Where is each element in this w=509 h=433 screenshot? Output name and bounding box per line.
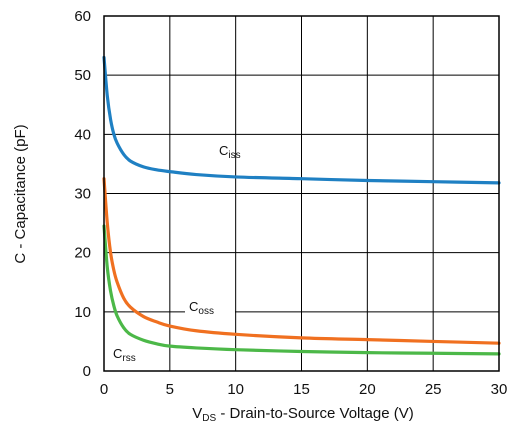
series-group — [102, 55, 501, 356]
y-axis-title: C - Capacitance (pF) — [12, 124, 29, 263]
curve-labels: Ciss Coss Crss — [113, 143, 241, 364]
tick-labels: 0 5 10 15 20 25 30 0 10 20 30 40 50 60 — [74, 8, 507, 398]
x-axis-title: VDS - Drain-to-Source Voltage (V) — [192, 405, 414, 424]
y-tick-label: 60 — [74, 8, 91, 25]
plot-border — [103, 15, 500, 372]
y-tick-label: 0 — [83, 363, 91, 380]
x-axis-title-sub: DS — [202, 413, 216, 424]
y-tick-label: 20 — [74, 245, 91, 262]
x-tick-label: 25 — [425, 381, 442, 398]
y-tick-label: 40 — [74, 126, 91, 143]
y-tick-label: 30 — [74, 186, 91, 203]
series-label-coss: Coss — [189, 299, 214, 317]
series-label-ciss: Ciss — [219, 143, 241, 161]
series-line-crss — [102, 224, 501, 356]
y-tick-label: 50 — [74, 67, 91, 84]
y-tick-label: 10 — [74, 304, 91, 321]
x-axis-title-prefix: V — [192, 405, 202, 422]
x-tick-label: 5 — [166, 381, 174, 398]
label-background — [185, 298, 235, 316]
series-line-ciss — [102, 55, 501, 185]
x-axis-title-rest: - Drain-to-Source Voltage (V) — [216, 405, 414, 422]
x-tick-label: 15 — [293, 381, 310, 398]
x-tick-label: 0 — [100, 381, 108, 398]
x-tick-label: 30 — [491, 381, 508, 398]
grid-lines — [103, 15, 500, 372]
x-tick-label: 20 — [359, 381, 376, 398]
plot-frame — [103, 15, 500, 372]
series-line-coss — [102, 177, 501, 345]
x-tick-label: 10 — [227, 381, 244, 398]
series-label-crss: Crss — [113, 346, 136, 364]
